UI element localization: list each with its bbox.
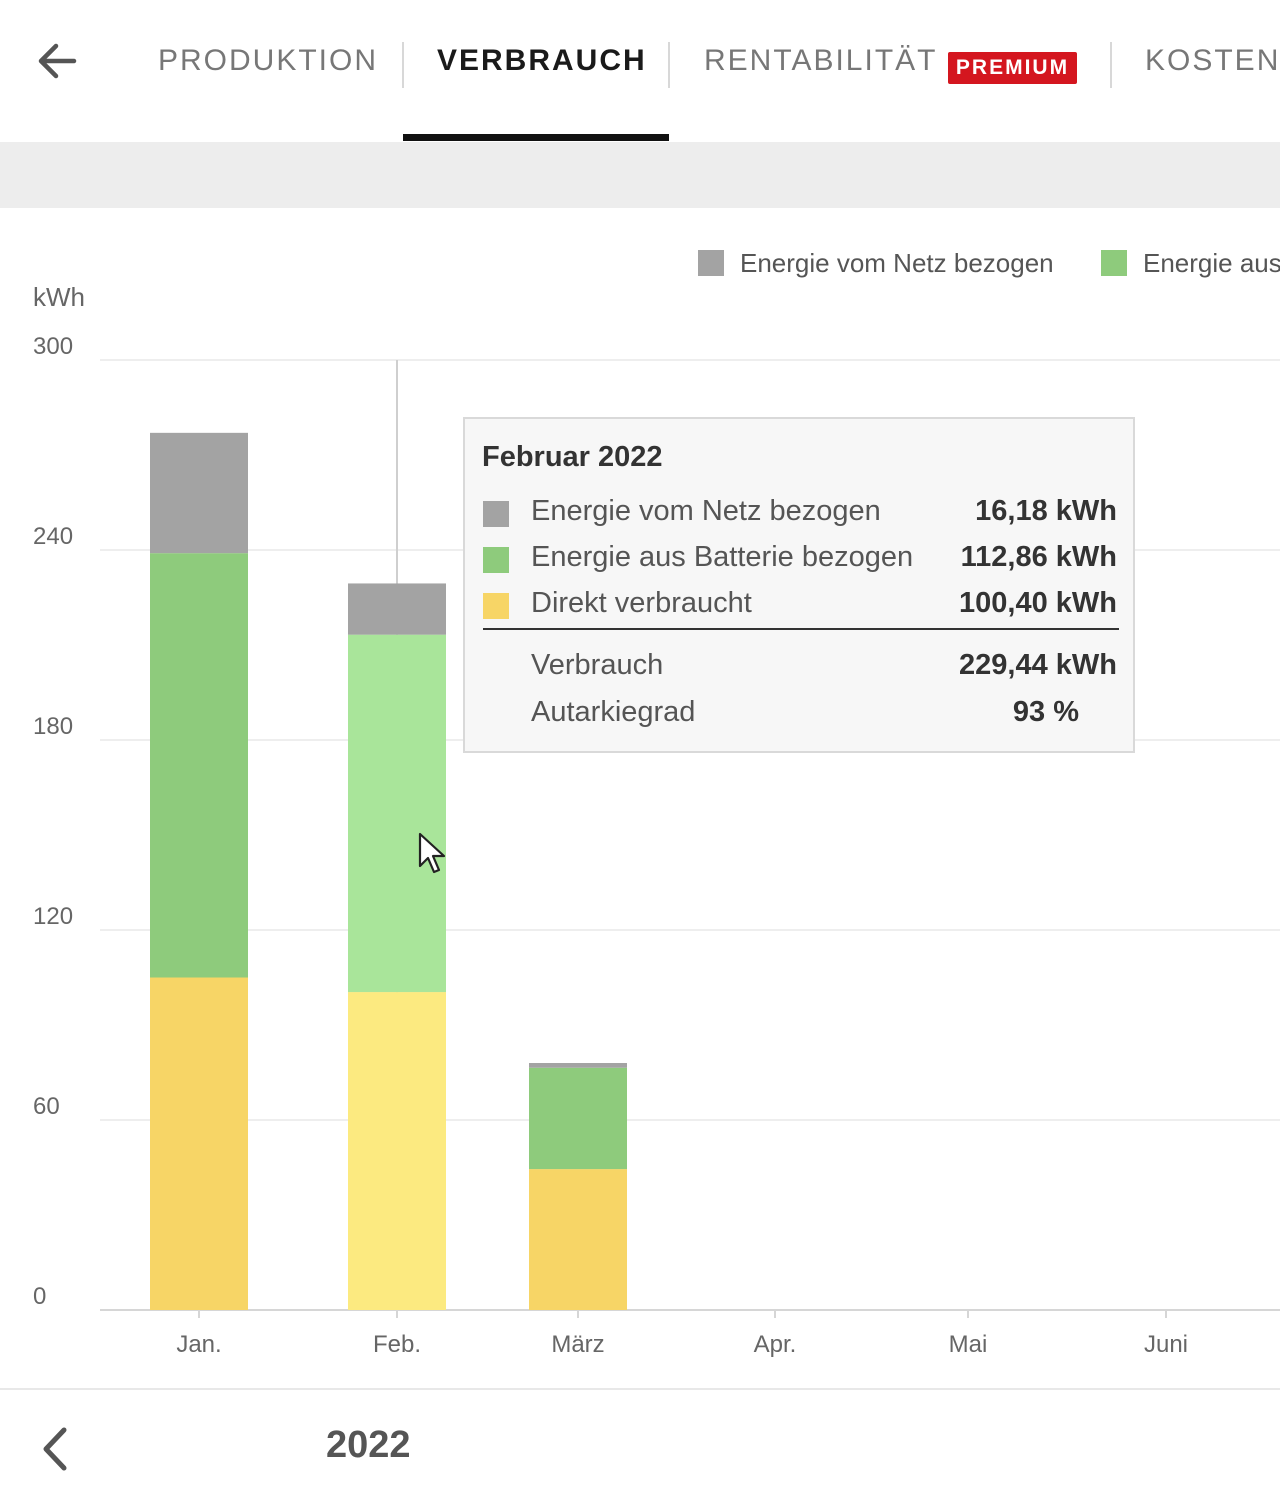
- tooltip-value-total: 229,44 kWh: [959, 649, 1117, 681]
- tooltip-label-battery: Energie aus Batterie bezogen: [531, 541, 914, 573]
- x-tick-label: Mai: [949, 1331, 988, 1358]
- tooltip-label-direct: Direkt verbraucht: [531, 587, 752, 619]
- tab-verbrauch[interactable]: VERBRAUCH: [437, 44, 647, 77]
- x-tick-label: März: [551, 1331, 604, 1358]
- y-tick-label: 60: [33, 1093, 60, 1120]
- tooltip-label-grid: Energie vom Netz bezogen: [531, 495, 881, 527]
- tooltip-divider: [483, 628, 1119, 630]
- mouse-pointer-icon: [418, 832, 446, 874]
- toolbar-band: [0, 142, 1280, 208]
- bar-segment-battery: [348, 634, 446, 993]
- bar-segment-battery: [150, 553, 248, 978]
- tooltip-value-battery: 112,86 kWh: [960, 541, 1117, 573]
- bar-segment-direct: [150, 977, 248, 1310]
- arrow-left-icon[interactable]: [34, 38, 80, 84]
- year-navigation: 2022: [0, 1388, 1280, 1503]
- tab-rentabilitaet[interactable]: RENTABILITÄT: [704, 44, 938, 77]
- tooltip-value-autarky: 93 %: [1012, 696, 1079, 728]
- tooltip-value-direct: 100,40 kWh: [959, 587, 1117, 619]
- top-navigation: PRODUKTION VERBRAUCH RENTABILITÄT PREMIU…: [0, 0, 1280, 142]
- y-tick-label: 180: [33, 713, 73, 740]
- y-tick-label: 300: [33, 333, 73, 360]
- tooltip-label-autarky: Autarkiegrad: [531, 696, 696, 728]
- tab-divider: [1110, 42, 1112, 88]
- legend-item-grid[interactable]: Energie vom Netz bezogen: [740, 248, 1054, 278]
- tab-divider: [402, 42, 404, 88]
- tooltip-swatch-direct: [483, 593, 509, 619]
- stacked-bar-chart: 0 60 120 180 240 300 Jan. Feb. März Apr. Mai Juni: [33, 333, 1280, 1358]
- bar-segment-grid: [348, 583, 446, 635]
- x-tick-label: Apr.: [754, 1331, 797, 1358]
- bar-segment-direct: [348, 992, 446, 1310]
- tooltip-label-total: Verbrauch: [531, 649, 664, 681]
- tooltip-swatch-battery: [483, 547, 509, 573]
- bar-segment-battery: [529, 1067, 627, 1170]
- chart-tooltip: Februar 2022 Energie vom Netz bezogen 16…: [463, 417, 1135, 753]
- x-tick-label: Jan.: [176, 1331, 221, 1358]
- bar-segment-direct: [529, 1169, 627, 1310]
- legend-item-battery[interactable]: Energie aus: [1143, 248, 1280, 278]
- y-axis-unit: kWh: [33, 282, 85, 312]
- tab-divider: [668, 42, 670, 88]
- premium-badge: PREMIUM: [948, 52, 1077, 84]
- tooltip-value-grid: 16,18 kWh: [975, 495, 1117, 527]
- legend-swatch-battery: [1101, 250, 1127, 276]
- tooltip-swatch-grid: [483, 501, 509, 527]
- bar-segment-grid: [529, 1063, 627, 1068]
- y-tick-label: 0: [33, 1283, 46, 1310]
- active-tab-indicator: [403, 134, 669, 141]
- year-label: 2022: [326, 1424, 411, 1466]
- bar-segment-grid: [150, 432, 248, 554]
- tab-kosten[interactable]: KOSTEN: [1145, 44, 1280, 77]
- chevron-left-icon[interactable]: [36, 1424, 76, 1474]
- consumption-chart: 0 60 120 180 240 300 Jan. Feb. März Apr. Mai Juni E…: [0, 208, 1280, 1388]
- x-tick-label: Juni: [1144, 1331, 1188, 1358]
- tooltip-title: Februar 2022: [482, 441, 663, 473]
- legend-swatch-grid: [698, 250, 724, 276]
- x-tick-label: Feb.: [373, 1331, 421, 1358]
- y-tick-label: 240: [33, 523, 73, 550]
- tab-produktion[interactable]: PRODUKTION: [158, 44, 379, 77]
- y-tick-label: 120: [33, 903, 73, 930]
